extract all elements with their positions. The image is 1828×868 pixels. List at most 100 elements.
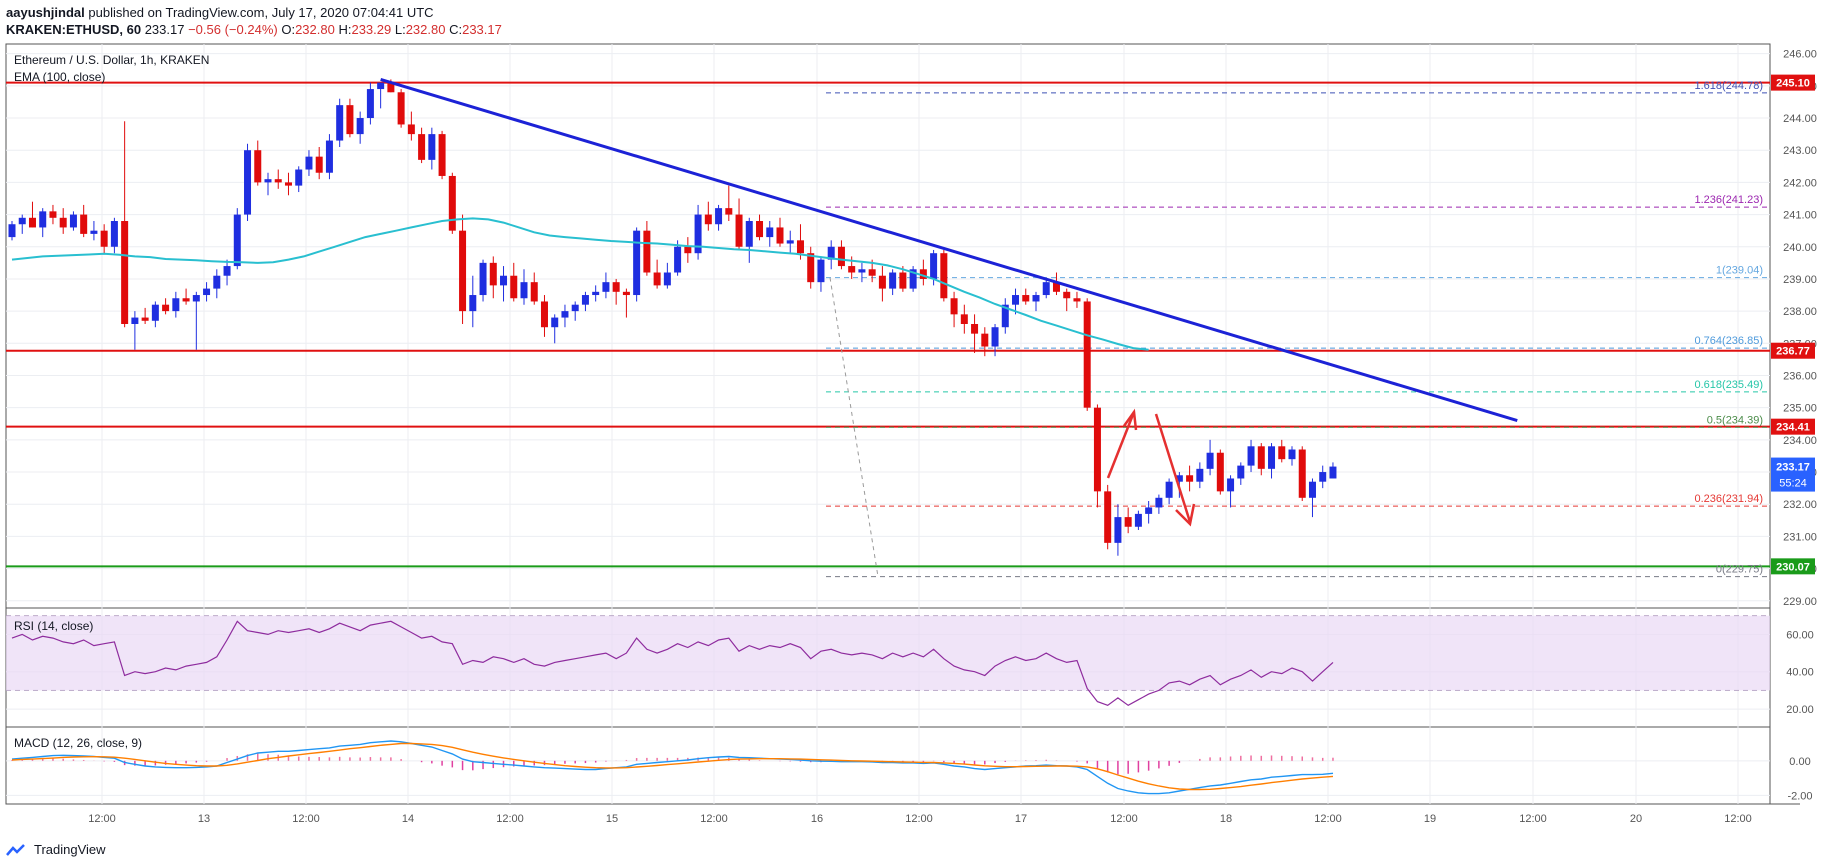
- fib-label: 0.764(236.85): [1695, 335, 1764, 347]
- countdown-label: 55:24: [1779, 478, 1807, 490]
- candle-down: [919, 269, 927, 279]
- candle-up: [581, 295, 589, 305]
- candle-up: [223, 266, 231, 276]
- time-tick: 12:00: [292, 813, 320, 825]
- price-tick: 239.00: [1783, 274, 1817, 286]
- current-price-bg: [1771, 457, 1815, 492]
- macd-tick: 0.00: [1789, 756, 1810, 768]
- time-tick: 12:00: [496, 813, 524, 825]
- candle-up: [1319, 472, 1327, 482]
- candle-up: [1155, 497, 1163, 508]
- arrow-up: [1106, 411, 1136, 479]
- chart-title: Ethereum / U.S. Dollar, 1h, KRAKEN: [14, 53, 209, 67]
- candle-up: [1145, 507, 1153, 514]
- candle-up: [1227, 478, 1235, 492]
- candle-down: [418, 134, 426, 160]
- current-price-label: 233.17: [1776, 462, 1810, 474]
- high-label: H:: [338, 22, 352, 37]
- time-tick: 12:00: [1724, 813, 1752, 825]
- arrow-down: [1154, 413, 1192, 523]
- candle-down: [899, 272, 907, 289]
- candle-up: [745, 221, 753, 247]
- macd-tick: -2.00: [1787, 790, 1812, 802]
- candle-down: [807, 253, 815, 283]
- grid: [6, 44, 1800, 805]
- candle-down: [1216, 452, 1224, 492]
- candle-down: [49, 211, 57, 218]
- axes: 246.00245.00244.00243.00242.00241.00240.…: [88, 49, 1817, 825]
- price-tick: 236.00: [1783, 370, 1817, 382]
- published-text: published on TradingView.com, July 17, 2…: [88, 5, 434, 20]
- bearish-trendline: [380, 77, 1518, 422]
- candles[interactable]: [8, 79, 1337, 556]
- candle-down: [612, 282, 620, 292]
- candle-up: [192, 295, 200, 302]
- candle-up: [469, 295, 477, 312]
- candle-down: [397, 92, 405, 125]
- chart-header: aayushjindal published on TradingView.co…: [6, 4, 502, 38]
- symbol-label: KRAKEN:ETHUSD, 60: [6, 22, 142, 37]
- price-tick: 242.00: [1783, 177, 1817, 189]
- time-tick: 14: [402, 813, 414, 825]
- candle-up: [1165, 481, 1173, 498]
- candle-up: [930, 253, 938, 279]
- fib-anchor-line: [829, 277, 879, 577]
- brand-name[interactable]: TradingView: [34, 842, 106, 857]
- candle-down: [274, 179, 282, 183]
- candle-up: [1175, 475, 1183, 482]
- candle-down: [1104, 491, 1112, 543]
- fib-label: 0.5(234.39): [1707, 414, 1763, 426]
- candle-down: [448, 175, 456, 231]
- candle-down: [141, 317, 149, 321]
- low-value: 232.80: [405, 22, 446, 37]
- candle-up: [377, 82, 385, 90]
- candle-down: [643, 230, 651, 273]
- candle-down: [735, 214, 743, 247]
- price-tick: 238.00: [1783, 306, 1817, 318]
- support-230-label-bg: [1771, 558, 1815, 575]
- candle-up: [151, 304, 159, 321]
- rsi-tick: 40.00: [1786, 667, 1814, 679]
- arrow-down-head: [1175, 503, 1196, 527]
- projection-arrows: [1106, 408, 1196, 527]
- rsi-tick: 60.00: [1786, 629, 1814, 641]
- candle-down: [254, 150, 262, 183]
- candle-down: [878, 275, 886, 289]
- candle-down: [284, 182, 292, 186]
- price-tick: 240.00: [1783, 242, 1817, 254]
- candle-down: [28, 217, 36, 228]
- candle-up: [520, 282, 528, 299]
- candle-up: [203, 288, 211, 296]
- candle-up: [1308, 481, 1316, 498]
- candle-down: [940, 253, 948, 299]
- candle-up: [571, 304, 579, 312]
- candle-up: [1042, 282, 1050, 296]
- price-tick: 232.00: [1783, 499, 1817, 511]
- candle-down: [1083, 301, 1091, 408]
- candle-down: [162, 304, 170, 312]
- candle-down: [182, 298, 190, 302]
- candle-up: [663, 272, 671, 286]
- candle-up: [1288, 449, 1296, 460]
- trendline[interactable]: [380, 77, 1518, 422]
- price-tick: 234.00: [1783, 435, 1817, 447]
- candle-up: [889, 272, 897, 289]
- candle-down: [59, 217, 67, 228]
- candle-up: [244, 150, 252, 215]
- candle-up: [325, 140, 333, 173]
- resistance-234-label: 234.41: [1776, 422, 1810, 434]
- time-tick: 12:00: [700, 813, 728, 825]
- candle-up: [39, 211, 47, 228]
- time-tick: 12:00: [88, 813, 116, 825]
- fib-label: 1(239.04): [1716, 265, 1763, 277]
- candle-down: [684, 246, 692, 254]
- author-name[interactable]: aayushjindal: [6, 5, 85, 20]
- candle-up: [1268, 446, 1276, 469]
- close-label: C:: [449, 22, 463, 37]
- candle-up: [602, 282, 610, 292]
- candle-up: [1001, 304, 1009, 328]
- candle-down: [1298, 449, 1306, 498]
- candle-down: [1063, 291, 1071, 299]
- ema-legend: EMA (100, close): [14, 70, 105, 84]
